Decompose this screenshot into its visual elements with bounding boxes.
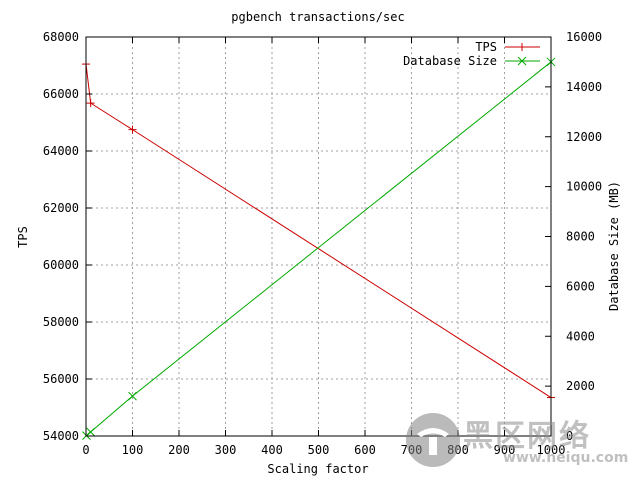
x-tick-label: 600 — [354, 443, 376, 457]
x-tick-label: 500 — [308, 443, 330, 457]
y-tick-label: 62000 — [43, 201, 79, 215]
chart-title: pgbench transactions/sec — [231, 10, 404, 24]
y-tick-label: 60000 — [43, 258, 79, 272]
x-tick-label: 800 — [447, 443, 469, 457]
grid-lines — [86, 37, 551, 436]
data-point-database-size — [128, 391, 137, 401]
legend-marker — [517, 56, 527, 66]
x-tick-label: 0 — [82, 443, 89, 457]
y2-tick-label: 16000 — [566, 30, 602, 44]
legend-label: Database Size — [403, 54, 497, 68]
y-tick-label: 66000 — [43, 87, 79, 101]
y-tick-label: 64000 — [43, 144, 79, 158]
y2-tick-label: 4000 — [566, 329, 595, 343]
y2-tick-label: 8000 — [566, 230, 595, 244]
axis-ticks: 0 100 200 300 400 500 600 700 800 900 1000 54000 560… — [43, 30, 602, 457]
y-tick-label: 54000 — [43, 429, 79, 443]
x-tick-label: 100 — [122, 443, 144, 457]
legend-label: TPS — [475, 40, 497, 54]
series-line-tps — [85, 64, 552, 398]
y2-axis-label: Database Size (MB) — [607, 181, 621, 311]
y-tick-label: 68000 — [43, 30, 79, 44]
plot-border — [85, 36, 552, 437]
data-point-tps — [86, 99, 95, 108]
x-tick-label: 200 — [168, 443, 190, 457]
y2-tick-label: 10000 — [566, 180, 602, 194]
data-point-tps — [128, 125, 137, 134]
y2-tick-label: 12000 — [566, 130, 602, 144]
y2-tick-label: 6000 — [566, 279, 595, 293]
x-tick-label: 1000 — [537, 443, 566, 457]
legend-marker — [518, 43, 526, 51]
x-tick-label: 900 — [494, 443, 516, 457]
data-point-database-size — [86, 427, 96, 437]
y2-tick-label: 0 — [566, 429, 573, 443]
y-tick-label: 56000 — [43, 372, 79, 386]
x-axis-label: Scaling factor — [267, 462, 368, 476]
y2-tick-label: 2000 — [566, 379, 595, 393]
y2-tick-label: 14000 — [566, 80, 602, 94]
y-tick-label: 58000 — [43, 315, 79, 329]
x-tick-label: 400 — [261, 443, 283, 457]
x-tick-label: 300 — [215, 443, 237, 457]
x-tick-label: 700 — [401, 443, 423, 457]
y-axis-label: TPS — [16, 226, 30, 248]
